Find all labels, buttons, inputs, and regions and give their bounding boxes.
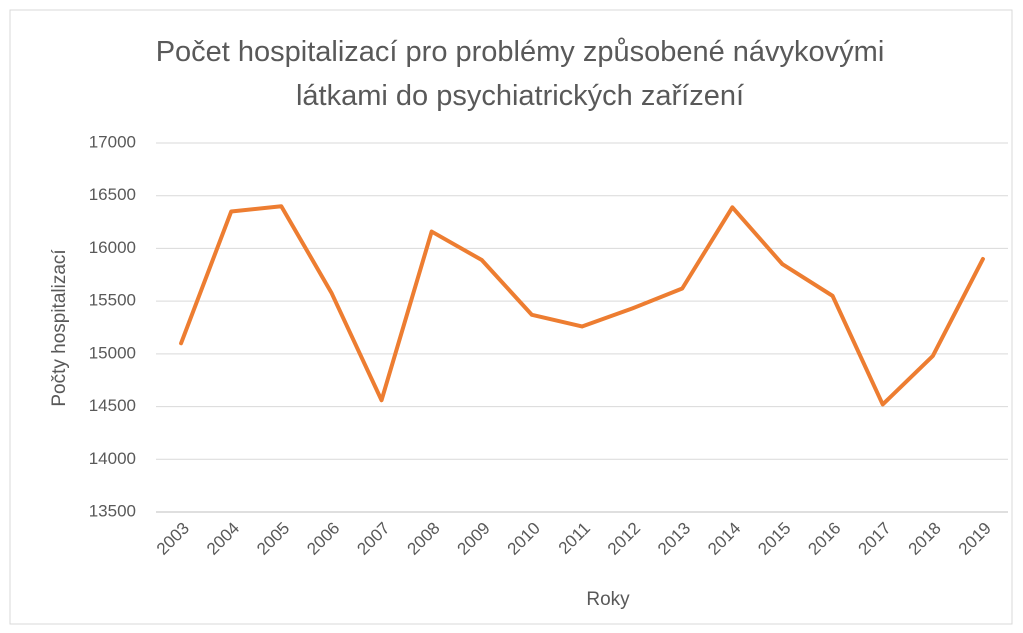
x-tick-label: 2011 (555, 519, 594, 558)
line-series (179, 204, 985, 407)
chart-title: Počet hospitalizací pro problémy způsobe… (155, 36, 885, 112)
x-tick-label: 2016 (804, 519, 844, 559)
chart-border (9, 9, 1013, 625)
x-tick-label: 2009 (454, 519, 494, 559)
x-tick-label: 2005 (253, 519, 293, 559)
y-tick-label: 14000 (89, 449, 136, 468)
x-tick-label: 2003 (153, 519, 193, 559)
y-axis-title: Počty hospitalizací (49, 249, 70, 407)
y-tick-label: 17000 (89, 132, 136, 151)
x-tick-label: 2012 (604, 519, 644, 559)
y-tick-label: 16000 (89, 238, 136, 257)
x-tick-label: 2010 (504, 519, 544, 559)
x-tick-label: 2013 (654, 519, 694, 559)
x-tick-label: 2019 (955, 519, 995, 559)
y-tick-label: 14500 (89, 396, 136, 415)
x-tick-label: 2004 (203, 519, 243, 559)
x-tick-label: 2008 (403, 519, 443, 559)
x-tick-label: 2014 (704, 519, 744, 559)
y-tick-label: 16500 (89, 185, 136, 204)
y-tick-label: 13500 (89, 501, 136, 520)
y-tick-label: 15000 (89, 343, 136, 362)
x-tick-label: 2007 (353, 519, 393, 559)
x-tick-label: 2006 (303, 519, 343, 559)
x-axis-title: Roky (586, 589, 630, 610)
y-tick-label: 15500 (89, 291, 136, 310)
x-tick-label: 2015 (754, 519, 794, 559)
x-tick-label: 2018 (905, 519, 945, 559)
x-tick-label: 2017 (855, 519, 895, 559)
